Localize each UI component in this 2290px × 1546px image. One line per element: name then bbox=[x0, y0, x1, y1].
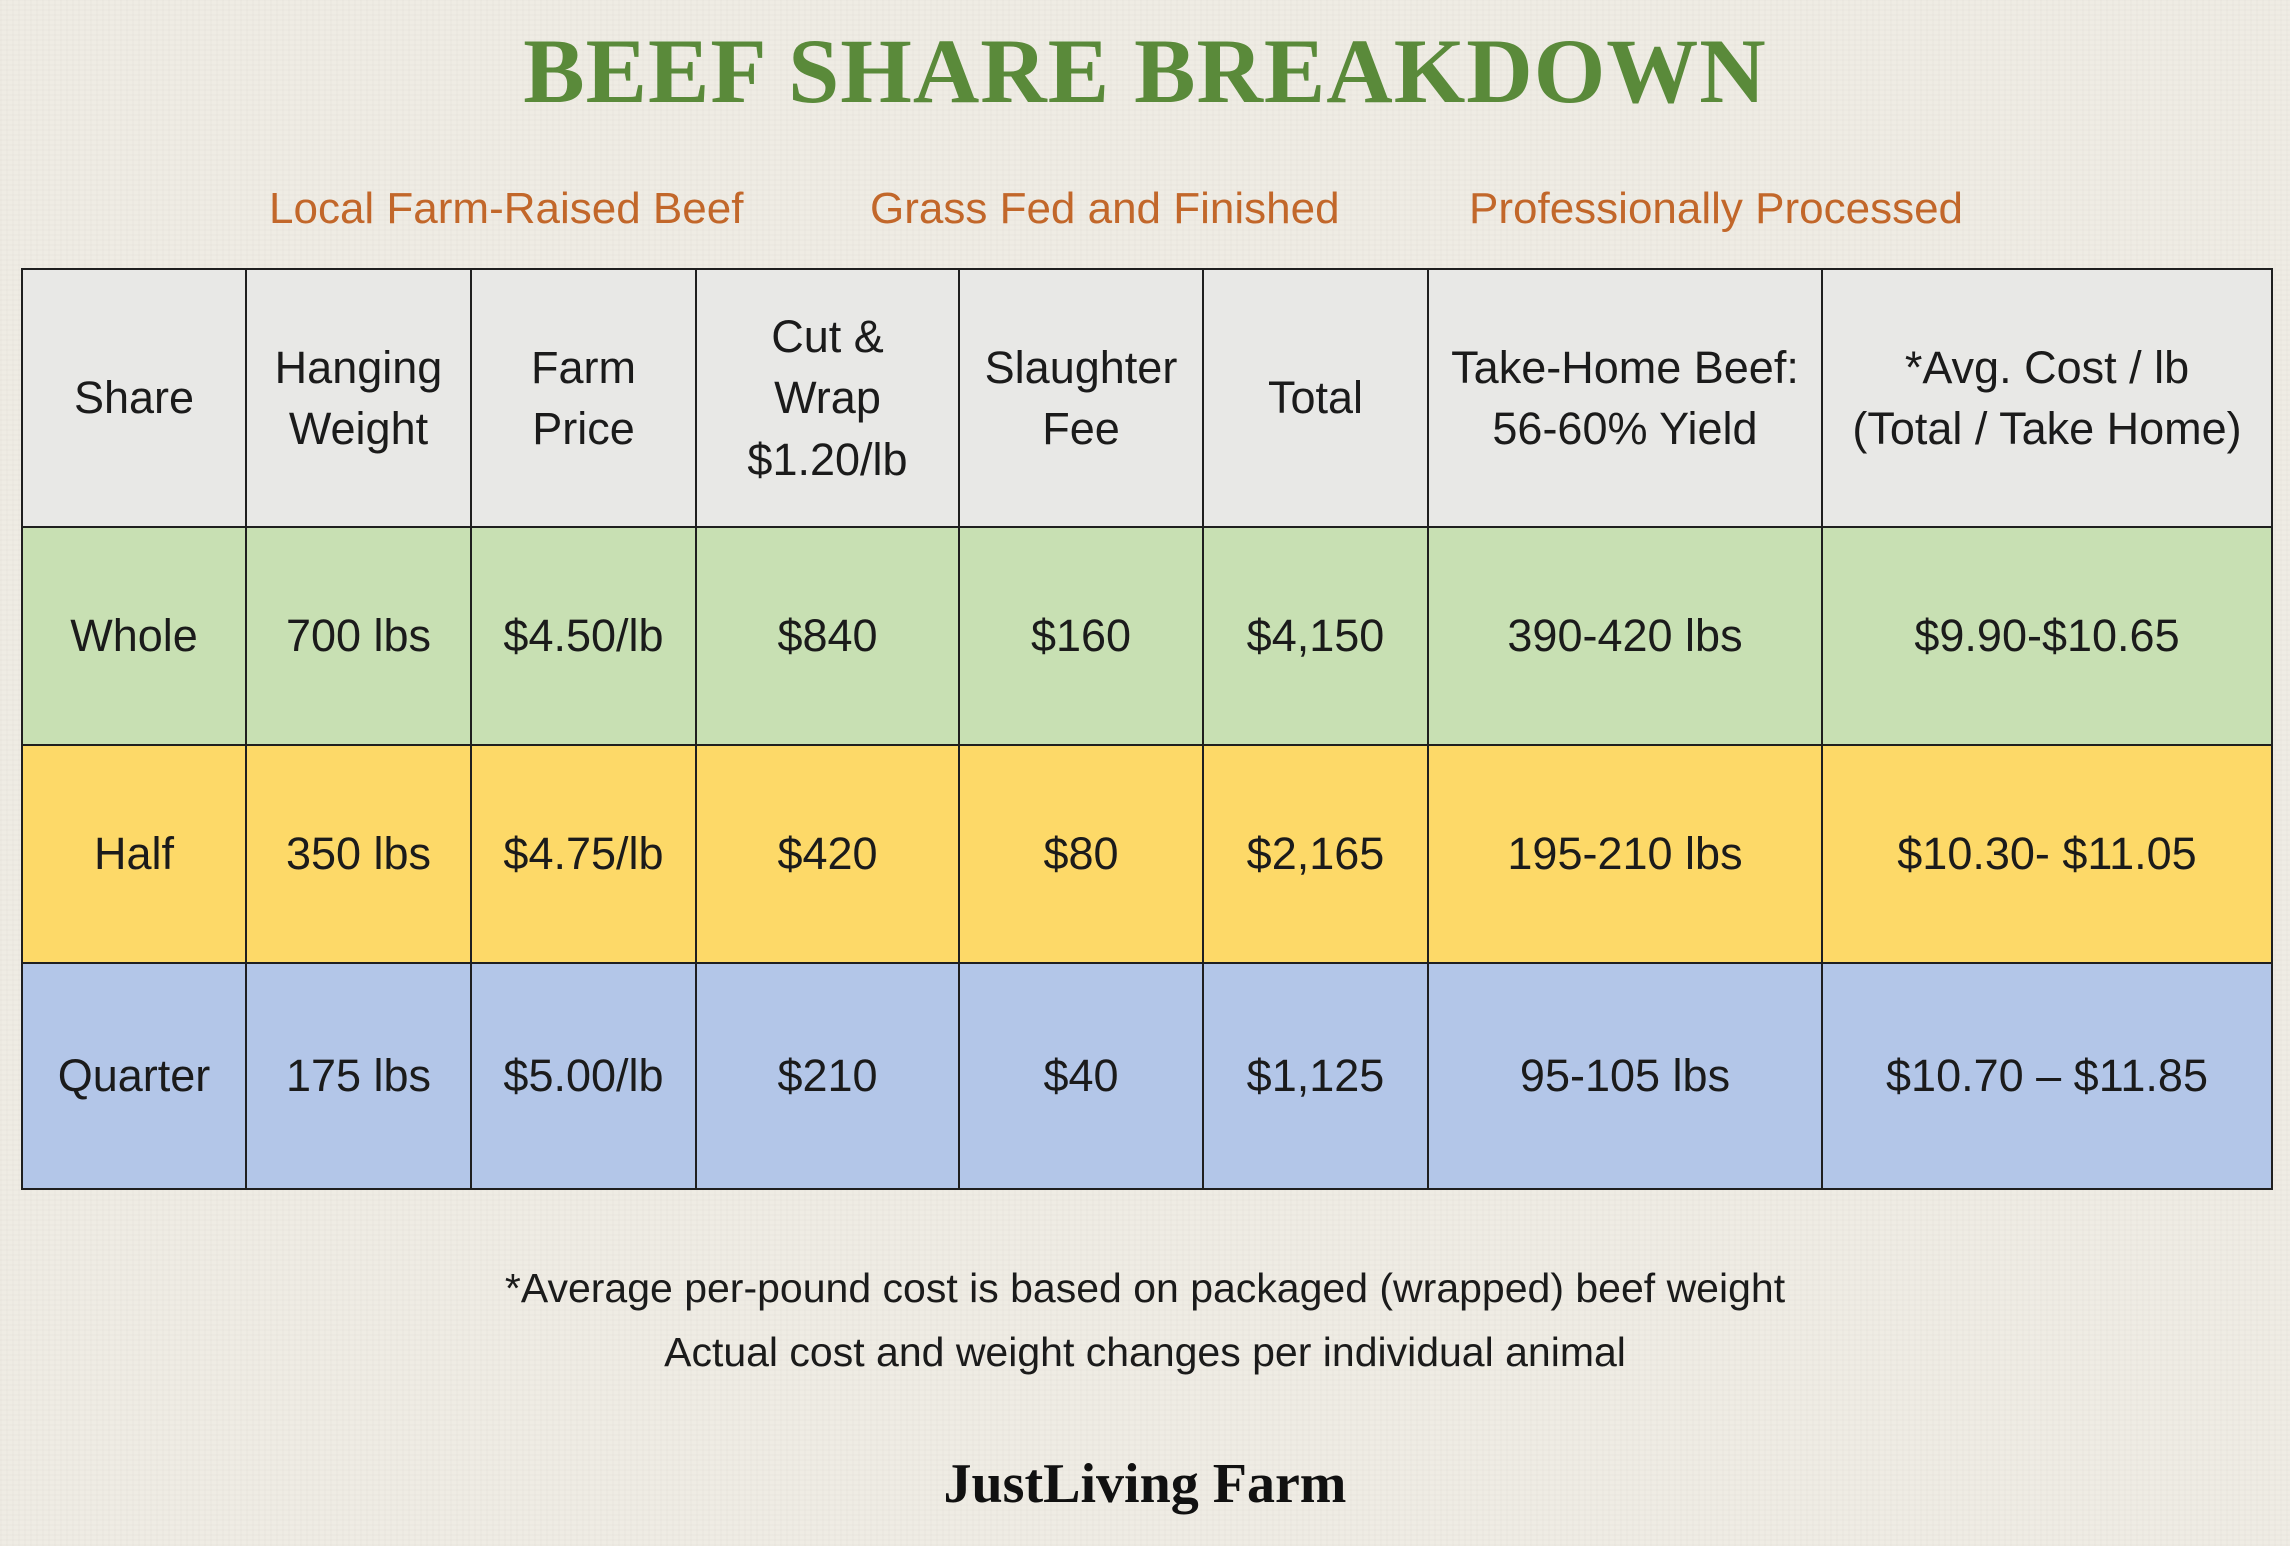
header-hanging-weight: Hanging Weight bbox=[245, 268, 472, 528]
table-row-half: Half 350 lbs $4.75/lb $420 $80 $2,165 19… bbox=[21, 744, 2273, 964]
cell-hanging-weight: 700 lbs bbox=[245, 526, 472, 746]
cell-cut-wrap: $420 bbox=[695, 744, 960, 964]
footnote-variation: Actual cost and weight changes per indiv… bbox=[664, 1329, 1626, 1375]
cell-share: Quarter bbox=[21, 962, 247, 1190]
tagline-processed: Professionally Processed bbox=[1469, 184, 1964, 233]
cell-total: $2,165 bbox=[1202, 744, 1429, 964]
cell-take-home: 390-420 lbs bbox=[1427, 526, 1823, 746]
table-header-row: Share Hanging Weight Farm Price Cut & Wrap $… bbox=[21, 268, 2273, 528]
tagline-local: Local Farm-Raised Beef bbox=[269, 184, 744, 233]
cell-avg-cost: $10.70 – $11.85 bbox=[1821, 962, 2273, 1190]
cell-hanging-weight: 175 lbs bbox=[245, 962, 472, 1190]
cell-cut-wrap: $840 bbox=[695, 526, 960, 746]
cell-share: Half bbox=[21, 744, 247, 964]
cell-total: $1,125 bbox=[1202, 962, 1429, 1190]
cell-take-home: 95-105 lbs bbox=[1427, 962, 1823, 1190]
cell-farm-price: $4.75/lb bbox=[470, 744, 697, 964]
header-avg-cost: *Avg. Cost / lb (Total / Take Home) bbox=[1821, 268, 2273, 528]
cell-slaughter-fee: $160 bbox=[958, 526, 1204, 746]
header-cut-wrap: Cut & Wrap $1.20/lb bbox=[695, 268, 960, 528]
header-take-home: Take-Home Beef: 56-60% Yield bbox=[1427, 268, 1823, 528]
header-share: Share bbox=[21, 268, 247, 528]
header-slaughter-fee: Slaughter Fee bbox=[958, 268, 1204, 528]
cell-cut-wrap: $210 bbox=[695, 962, 960, 1190]
beef-share-table: Share Hanging Weight Farm Price Cut & Wrap $… bbox=[21, 268, 2273, 1190]
cell-hanging-weight: 350 lbs bbox=[245, 744, 472, 964]
cell-slaughter-fee: $40 bbox=[958, 962, 1204, 1190]
cell-total: $4,150 bbox=[1202, 526, 1429, 746]
page-title: BEEF SHARE BREAKDOWN bbox=[523, 20, 1767, 122]
table-row-quarter: Quarter 175 lbs $5.00/lb $210 $40 $1,125… bbox=[21, 962, 2273, 1190]
header-total: Total bbox=[1202, 268, 1429, 528]
footnotes: *Average per-pound cost is based on pack… bbox=[0, 1256, 2290, 1384]
cell-avg-cost: $10.30- $11.05 bbox=[1821, 744, 2273, 964]
cell-farm-price: $4.50/lb bbox=[470, 526, 697, 746]
cell-farm-price: $5.00/lb bbox=[470, 962, 697, 1190]
taglines: Local Farm-Raised Beef Grass Fed and Fin… bbox=[0, 184, 2290, 244]
cell-take-home: 195-210 lbs bbox=[1427, 744, 1823, 964]
table-row-whole: Whole 700 lbs $4.50/lb $840 $160 $4,150 … bbox=[21, 526, 2273, 746]
farm-brand: JustLiving Farm bbox=[943, 1453, 1347, 1515]
tagline-grass-fed: Grass Fed and Finished bbox=[870, 184, 1340, 233]
cell-share: Whole bbox=[21, 526, 247, 746]
footnote-avg-cost: *Average per-pound cost is based on pack… bbox=[504, 1265, 1786, 1311]
cell-slaughter-fee: $80 bbox=[958, 744, 1204, 964]
cell-avg-cost: $9.90-$10.65 bbox=[1821, 526, 2273, 746]
header-farm-price: Farm Price bbox=[470, 268, 697, 528]
